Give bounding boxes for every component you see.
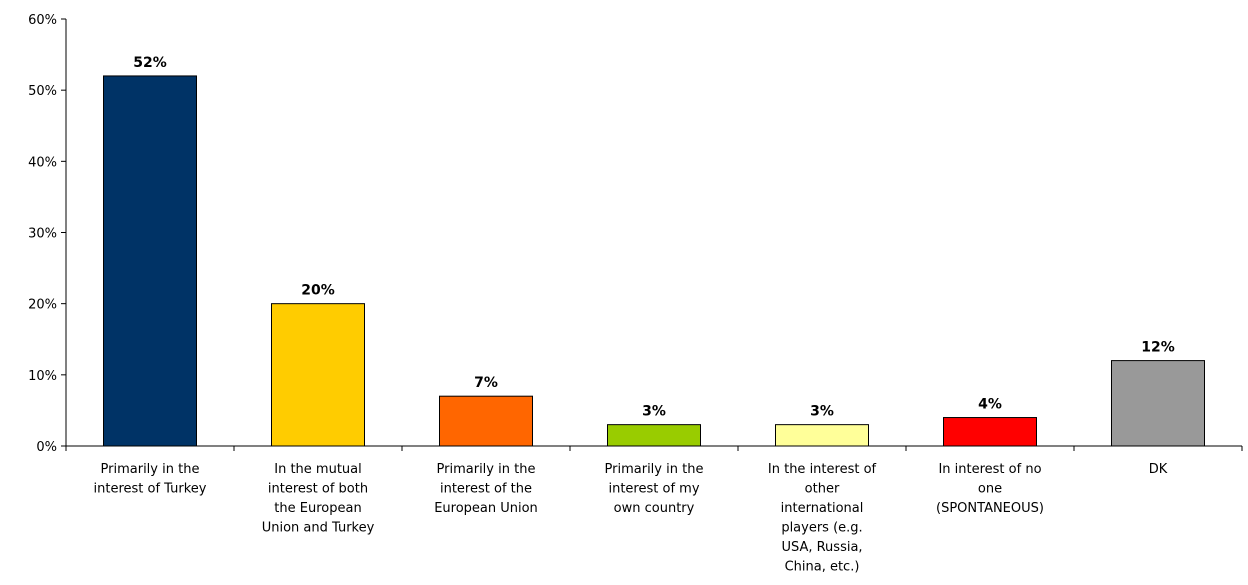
category-label-line: European Union bbox=[434, 501, 538, 516]
category-label: Primarily in the interest of my own countr… bbox=[605, 462, 704, 516]
category-label-line: players (e.g. bbox=[781, 521, 862, 536]
category-label: In the interest of other international play… bbox=[768, 462, 877, 575]
data-label: 12% bbox=[1141, 340, 1175, 356]
category-label-line: Primarily in the bbox=[101, 462, 200, 477]
y-tick-label: 50% bbox=[28, 84, 57, 99]
category-label: Primarily in the interest of Turkey bbox=[94, 462, 207, 497]
y-tick-label: 30% bbox=[28, 227, 57, 242]
category-label-line: (SPONTANEOUS) bbox=[936, 501, 1044, 516]
bar bbox=[271, 303, 365, 447]
category-label-line: Union and Turkey bbox=[262, 521, 375, 536]
x-axis bbox=[65, 445, 1243, 451]
data-label: 20% bbox=[301, 283, 335, 299]
data-labels: 52% 20% 7% 3% 3% 4% 12% bbox=[133, 55, 1175, 420]
category-label-line: one bbox=[978, 482, 1002, 497]
category-label-line: international bbox=[781, 501, 864, 516]
category-label-line: interest of the bbox=[440, 482, 532, 497]
bar bbox=[103, 75, 197, 447]
y-axis: 0% 10% 20% 30% 40% 50% 60% bbox=[28, 13, 67, 455]
bars bbox=[103, 75, 1205, 447]
data-label: 4% bbox=[978, 397, 1002, 413]
category-labels: Primarily in the interest of Turkey In the… bbox=[94, 462, 1168, 575]
category-label-line: DK bbox=[1149, 462, 1168, 477]
category-label-line: other bbox=[805, 482, 840, 497]
category-label: Primarily in the interest of the European … bbox=[434, 462, 538, 516]
bar bbox=[775, 424, 869, 447]
category-label-line: In the interest of bbox=[768, 462, 877, 477]
bar bbox=[607, 424, 701, 447]
category-label-line: the European bbox=[274, 501, 361, 516]
bar bbox=[1111, 360, 1205, 447]
category-label-line: Primarily in the bbox=[437, 462, 536, 477]
y-tick-label: 0% bbox=[36, 440, 57, 455]
category-label-line: In interest of no bbox=[938, 462, 1041, 477]
bar bbox=[439, 395, 533, 447]
data-label: 52% bbox=[133, 55, 167, 71]
category-label-line: Primarily in the bbox=[605, 462, 704, 477]
y-tick-label: 10% bbox=[28, 369, 57, 384]
category-label: In interest of no one (SPONTANEOUS) bbox=[936, 462, 1044, 516]
data-label: 7% bbox=[474, 375, 498, 391]
category-label-line: In the mutual bbox=[274, 462, 362, 477]
category-label-line: interest of both bbox=[268, 482, 368, 497]
category-label: In the mutual interest of both the Europea… bbox=[262, 462, 375, 536]
category-label-line: own country bbox=[614, 501, 695, 516]
data-label: 3% bbox=[642, 404, 666, 420]
y-tick-label: 40% bbox=[28, 155, 57, 170]
bar bbox=[943, 417, 1037, 447]
data-label: 3% bbox=[810, 404, 834, 420]
category-label-line: interest of Turkey bbox=[94, 482, 207, 497]
y-tick-label: 20% bbox=[28, 298, 57, 313]
category-label: DK bbox=[1149, 462, 1168, 477]
category-label-line: interest of my bbox=[608, 482, 699, 497]
category-label-line: China, etc.) bbox=[785, 560, 860, 575]
y-tick-label: 60% bbox=[28, 13, 57, 28]
category-label-line: USA, Russia, bbox=[781, 540, 862, 555]
